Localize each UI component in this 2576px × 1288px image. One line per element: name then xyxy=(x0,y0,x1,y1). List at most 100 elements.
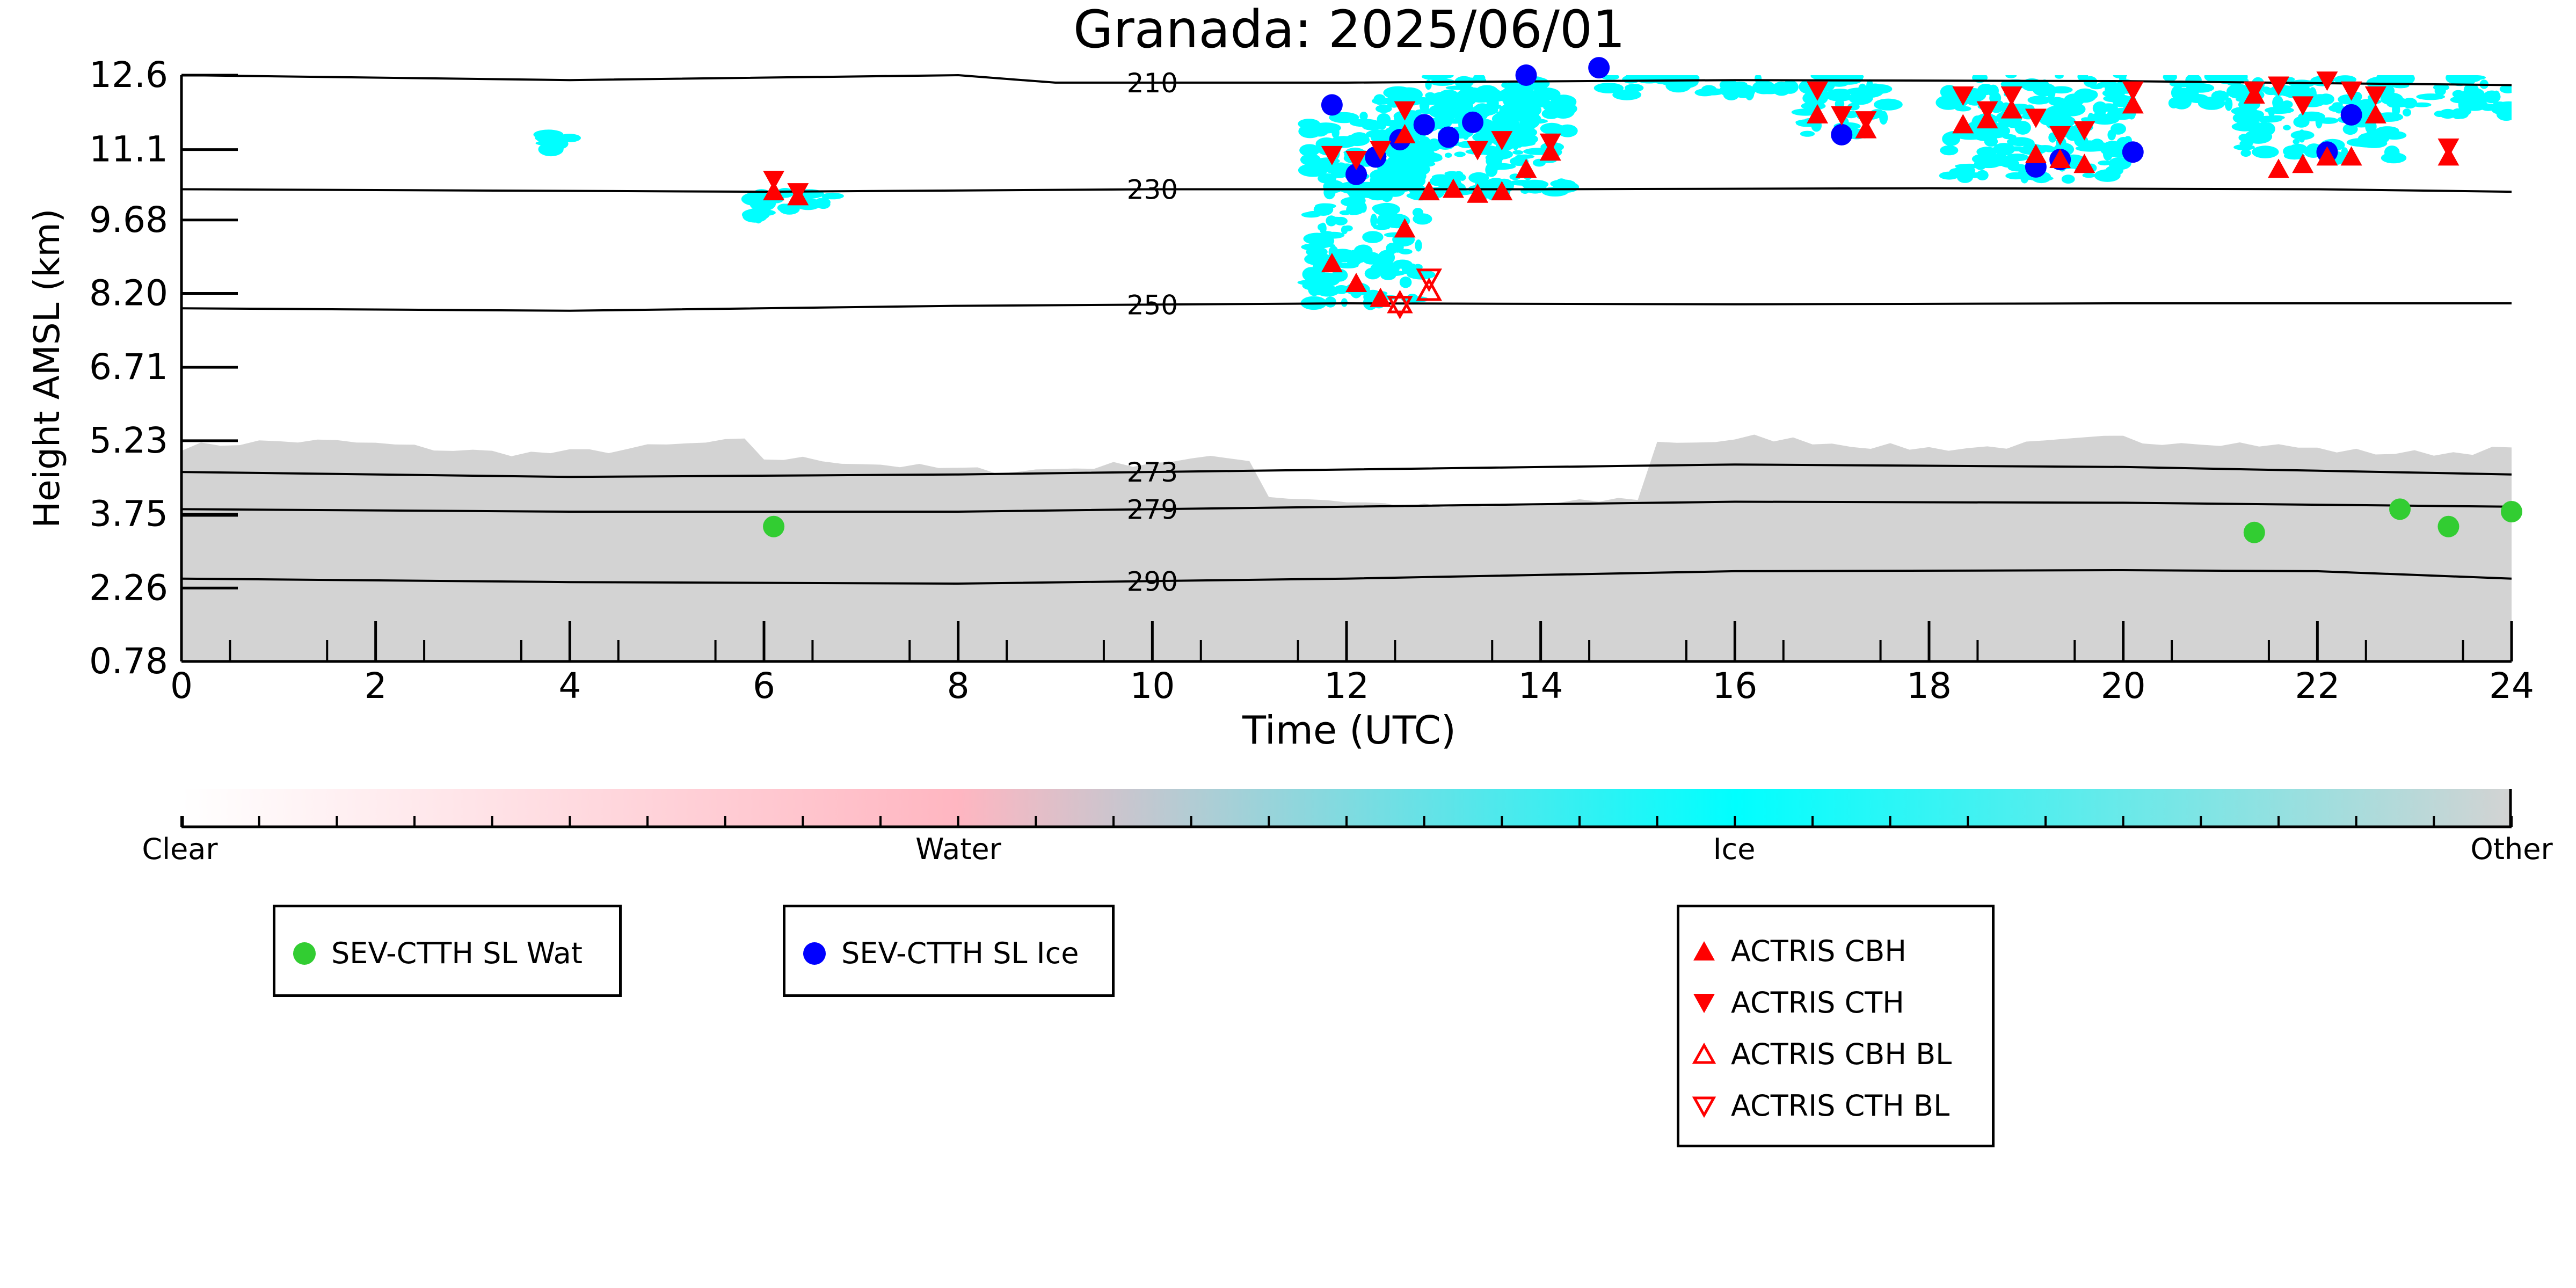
isotherm-label-250: 250 xyxy=(1127,289,1178,321)
data-point xyxy=(1321,145,1343,165)
colorbar-label-ice: Ice xyxy=(1713,832,1756,866)
legend-label-cth: ACTRIS CTH xyxy=(1731,986,1904,1020)
isotherm-lines: 210 230 250 273 279 290 xyxy=(181,68,2512,597)
isotherm-230 xyxy=(181,187,2512,193)
data-point xyxy=(1345,273,1367,293)
x-tick-label: 4 xyxy=(558,665,581,707)
ice-cloud-patch xyxy=(1419,75,1550,148)
x-tick-label: 22 xyxy=(2295,665,2340,707)
data-point xyxy=(2316,146,2338,166)
data-point xyxy=(1413,114,1435,136)
y-tick-label: 2.26 xyxy=(89,567,168,608)
x-tick-label: 8 xyxy=(947,665,970,707)
isotherm-label-279: 279 xyxy=(1127,494,1178,525)
data-point xyxy=(1394,123,1416,143)
data-point xyxy=(763,181,785,201)
ice-cloud-patch xyxy=(2163,75,2251,111)
data-point xyxy=(2025,143,2047,163)
data-point xyxy=(2437,515,2459,537)
ice-cloud-patch xyxy=(533,129,581,157)
data-point xyxy=(1515,64,1537,86)
series-actris-cbh-bl xyxy=(1387,277,1442,314)
colorbar-label-water: Water xyxy=(915,832,1001,866)
data-point xyxy=(2122,141,2144,163)
triangle-down-open-icon xyxy=(1688,1090,1720,1122)
data-point xyxy=(2049,126,2071,145)
data-point xyxy=(1321,253,1343,273)
data-point xyxy=(2122,81,2144,101)
colorbar: Clear Water Ice Other xyxy=(142,789,2553,866)
data-point xyxy=(2073,154,2095,173)
data-point xyxy=(1539,133,1561,153)
colorbar-ticks xyxy=(180,816,2513,827)
isotherm-label-273: 273 xyxy=(1127,457,1178,488)
marker-layer xyxy=(763,57,2522,543)
data-point xyxy=(1588,57,1610,79)
data-point xyxy=(2243,521,2265,543)
data-point xyxy=(1418,181,1440,201)
data-point xyxy=(1807,81,1829,101)
data-point xyxy=(2437,138,2459,158)
series-actris-cth-bl xyxy=(1387,268,1442,319)
data-point xyxy=(2340,146,2362,166)
legend-sev-wat: SEV-CTTH SL Wat xyxy=(273,905,622,997)
data-point xyxy=(1952,86,1974,106)
data-point xyxy=(2389,498,2411,520)
data-point xyxy=(2000,86,2022,106)
data-point xyxy=(2292,154,2314,173)
data-point xyxy=(763,515,785,537)
data-point xyxy=(1345,151,1367,171)
isotherm-label-230: 230 xyxy=(1127,174,1178,205)
colorbar-label-other: Other xyxy=(2470,832,2553,866)
series-sev-ctth-sl-wat xyxy=(763,498,2522,543)
data-point xyxy=(1394,218,1416,238)
data-point xyxy=(1370,141,1392,161)
x-tick-label: 2 xyxy=(365,665,387,707)
legend-sev-ice: SEV-CTTH SL Ice xyxy=(783,905,1115,997)
data-point xyxy=(1467,183,1489,203)
isotherm-279 xyxy=(181,500,2512,513)
data-point xyxy=(1437,126,1459,148)
data-point xyxy=(1394,101,1416,121)
y-tick-label: 3.75 xyxy=(89,493,168,535)
data-point xyxy=(1387,289,1413,314)
data-point xyxy=(2316,71,2338,91)
data-point xyxy=(1442,178,1464,198)
y-tick-label: 11.1 xyxy=(89,129,168,170)
data-point xyxy=(1491,181,1513,201)
y-tick-label: 12.6 xyxy=(89,54,168,96)
series-actris-cth xyxy=(763,71,2459,203)
x-tick-label: 12 xyxy=(1324,665,1369,707)
data-point xyxy=(1515,158,1537,178)
x-tick-label: 0 xyxy=(170,665,193,707)
other-class-region xyxy=(181,434,2512,661)
data-point xyxy=(1467,141,1489,161)
y-tick-label: 5.23 xyxy=(89,420,168,461)
data-point xyxy=(2292,96,2314,116)
y-tick-label: 9.68 xyxy=(89,199,168,241)
legend-label-cth-bl: ACTRIS CTH BL xyxy=(1731,1089,1950,1123)
colorbar-label-clear: Clear xyxy=(142,832,218,866)
y-tick-label: 8.20 xyxy=(89,272,168,314)
data-point xyxy=(787,183,809,203)
data-point xyxy=(763,171,785,191)
isotherm-250 xyxy=(181,302,2512,312)
isotherm-210 xyxy=(181,74,2512,86)
data-point xyxy=(1976,101,1998,121)
isotherm-label-210: 210 xyxy=(1127,68,1178,99)
data-point xyxy=(2000,99,2022,119)
legend-label-cbh-bl: ACTRIS CBH BL xyxy=(1731,1037,1952,1071)
y-tick-label: 6.71 xyxy=(89,346,168,388)
legend-label-cbh: ACTRIS CBH xyxy=(1731,934,1906,968)
data-point xyxy=(1831,106,1853,126)
legend-label-sev-wat: SEV-CTTH SL Wat xyxy=(331,936,583,970)
data-point xyxy=(1855,111,1877,131)
x-tick-label: 24 xyxy=(2489,665,2534,707)
data-point xyxy=(2025,108,2047,128)
series-actris-cbh xyxy=(763,84,2459,307)
data-point xyxy=(1416,268,1442,292)
data-point xyxy=(2122,94,2144,114)
chart-title: Granada: 2025/06/01 xyxy=(1073,0,1625,60)
isotherm-label-290: 290 xyxy=(1127,566,1178,597)
